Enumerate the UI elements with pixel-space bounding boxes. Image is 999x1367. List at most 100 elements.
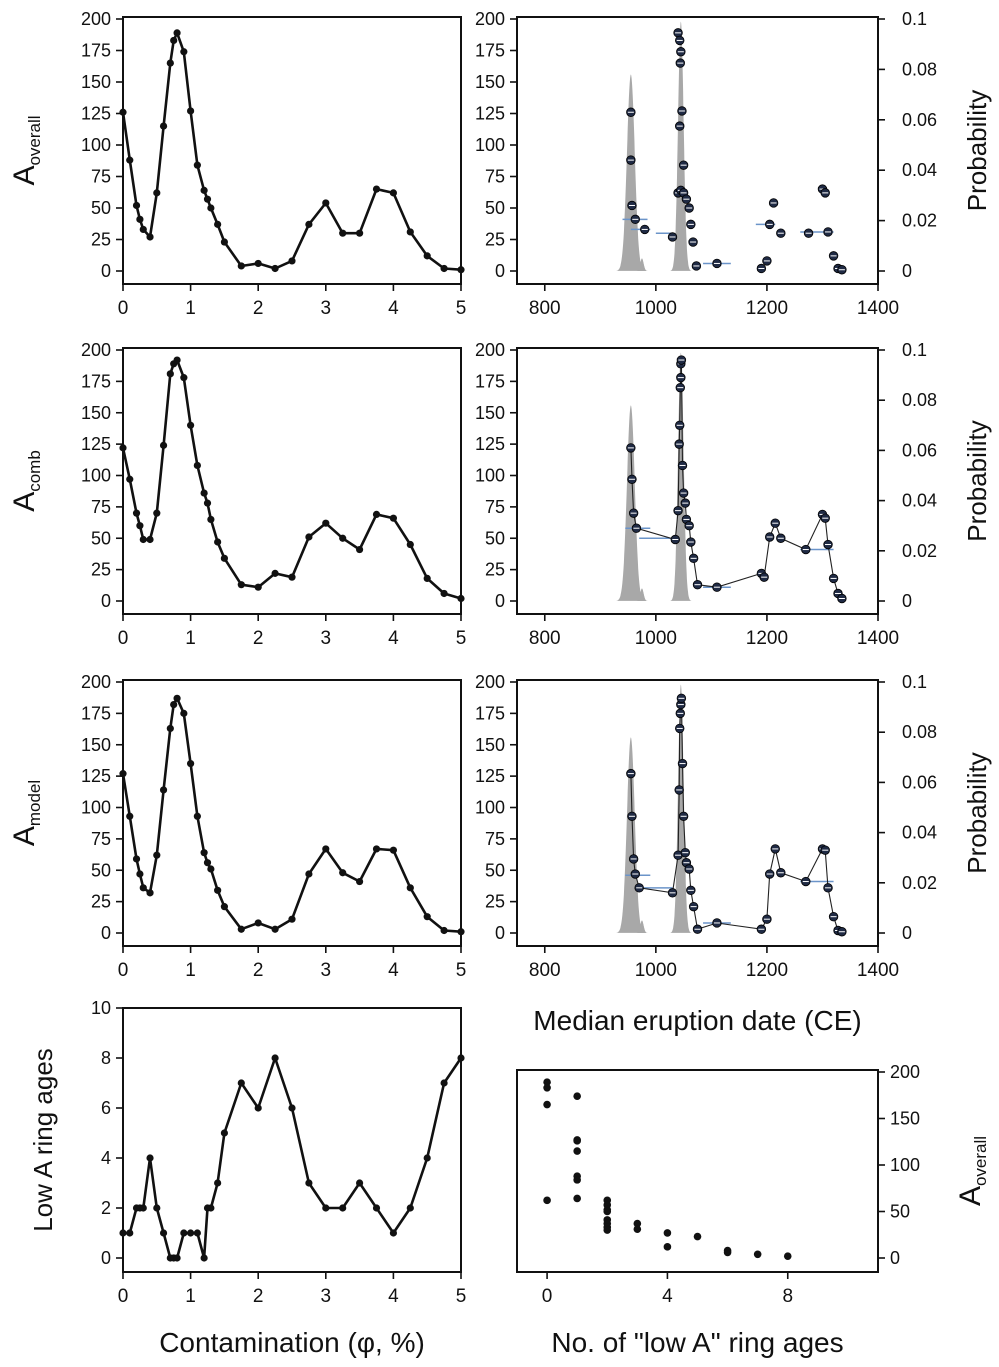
y-tick-label: 75	[91, 497, 111, 517]
data-point	[573, 1194, 581, 1203]
plot-frame	[516, 679, 879, 947]
y-tick-label: 200	[890, 1062, 920, 1082]
x-tick-label: 0	[542, 1286, 553, 1307]
probability-peak	[615, 737, 647, 933]
data-point	[356, 229, 364, 237]
y-tick-label: 100	[475, 798, 505, 818]
y2-tick-label: 0.08	[902, 390, 937, 410]
data-point	[603, 1226, 612, 1234]
data-point	[372, 510, 381, 519]
y-tick-label: 0	[101, 261, 111, 281]
y-axis-label: Aoverall	[954, 1136, 990, 1206]
y-axis-label-main: A	[8, 166, 41, 186]
data-point	[170, 700, 178, 709]
data-point	[139, 884, 147, 892]
data-point	[753, 1250, 762, 1259]
y-axis-label-subscript: comb	[25, 450, 44, 492]
plot-frame	[516, 1069, 879, 1273]
y-tick-label: 150	[475, 403, 505, 423]
x-tick-label: 1000	[635, 960, 677, 981]
plot-frame	[122, 16, 462, 285]
data-point	[153, 189, 161, 197]
y2-tick-label: 0.08	[902, 59, 937, 79]
y-tick-label: 150	[475, 72, 505, 92]
data-point	[126, 475, 134, 483]
series-line	[121, 358, 462, 600]
data-point	[633, 1225, 642, 1233]
chart-panel-left-low-a: 0 1 2 3 4 5 0 2 4 6 8 10 Low A ring ages Contaminatio…	[28, 998, 466, 1358]
y-tick-label: 50	[91, 198, 111, 218]
data-point	[166, 370, 174, 378]
probability-peak	[615, 74, 647, 271]
y-tick-label: 175	[475, 703, 505, 723]
y-tick-label: 175	[81, 41, 111, 61]
x-tick-label: 2	[253, 298, 264, 319]
plot-frame	[516, 16, 879, 285]
y-tick-label: 175	[81, 371, 111, 391]
y-tick-label: 200	[81, 340, 111, 360]
y2-tick-label: 0.06	[902, 772, 937, 792]
data-point	[254, 1104, 262, 1112]
data-point	[187, 421, 195, 429]
y-tick-label: 50	[91, 860, 111, 880]
data-point	[136, 215, 144, 223]
data-point	[136, 522, 144, 530]
y-tick-label: 25	[485, 560, 505, 580]
data-point	[288, 915, 296, 923]
data-point	[180, 1229, 188, 1237]
y-tick-label: 25	[91, 560, 111, 580]
x-tick-label: 3	[321, 1286, 332, 1307]
x-tick-label: 5	[456, 1286, 467, 1307]
y-tick-label: 100	[475, 466, 505, 486]
data-point	[166, 724, 174, 733]
y-axis-label-main: A	[8, 492, 41, 512]
x-tick-label: 1400	[857, 628, 899, 649]
y-axis-label: Low A ring ages	[28, 1048, 58, 1232]
data-point	[220, 554, 228, 562]
y-tick-label: 75	[485, 167, 505, 187]
y2-tick-label: 0.1	[902, 9, 927, 29]
data-point	[543, 1078, 551, 1087]
y-tick-label: 100	[475, 135, 505, 155]
data-point	[254, 259, 262, 268]
probability-peak	[635, 920, 649, 933]
data-point	[406, 884, 414, 892]
y-tick-label: 8	[101, 1048, 111, 1068]
data-point	[322, 519, 330, 527]
series-line	[121, 696, 462, 933]
x-axis-label: Contamination (φ, %)	[159, 1327, 425, 1358]
y-tick-label: 50	[91, 528, 111, 548]
x-tick-label: 2	[253, 1286, 264, 1307]
y2-axis-label: Probability	[962, 90, 992, 211]
x-tick-label: 1200	[746, 298, 788, 319]
data-point	[271, 569, 279, 577]
y-tick-label: 150	[475, 735, 505, 755]
x-tick-label: 1	[185, 628, 196, 649]
data-point	[146, 889, 154, 897]
y-tick-label: 50	[485, 198, 505, 218]
data-point	[159, 441, 168, 449]
data-point	[271, 264, 279, 273]
data-point	[159, 786, 168, 794]
probability-peak	[635, 588, 649, 601]
y-tick-label: 175	[475, 371, 505, 391]
data-point	[207, 204, 215, 212]
data-point	[423, 1154, 431, 1162]
x-tick-label: 800	[529, 628, 561, 649]
y-tick-label: 125	[475, 434, 505, 454]
y-tick-label: 150	[81, 735, 111, 755]
data-point	[207, 1204, 215, 1212]
data-point	[220, 903, 228, 911]
y-axis-label-subscript: model	[25, 780, 44, 826]
data-point	[203, 499, 212, 507]
data-point	[173, 356, 181, 364]
y-tick-label: 150	[890, 1109, 920, 1129]
data-point	[288, 257, 296, 265]
data-point	[153, 509, 161, 517]
x-tick-label: 0	[118, 960, 129, 981]
y2-tick-label: 0.1	[902, 672, 927, 692]
data-point	[193, 1229, 201, 1237]
data-point	[203, 195, 212, 203]
